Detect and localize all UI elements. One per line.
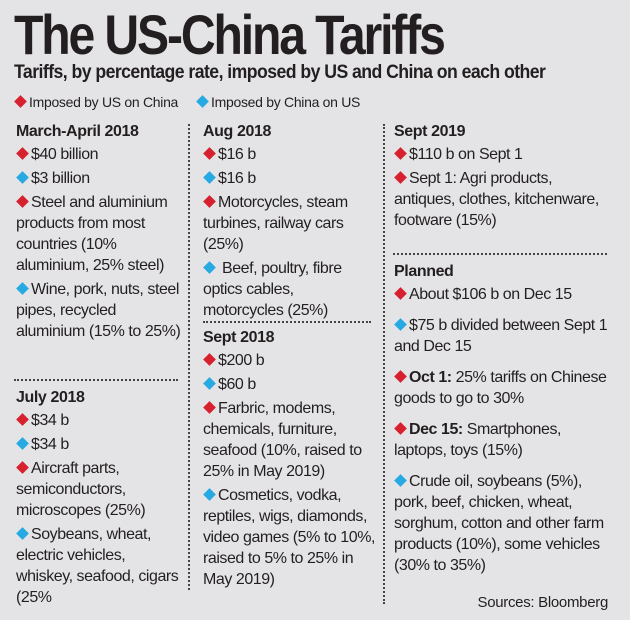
column-divider xyxy=(383,124,385,604)
red-diamond-icon xyxy=(394,147,407,160)
blue-diamond-icon xyxy=(203,488,216,501)
red-diamond-icon xyxy=(16,147,29,160)
item-text: $34 b xyxy=(31,412,69,429)
item-text: Beef, poultry, fibre optics cables, moto… xyxy=(203,260,342,319)
tariff-item-china: Beef, poultry, fibre optics cables, moto… xyxy=(203,258,375,321)
legend-item-us: Imposed by US on China xyxy=(14,94,178,110)
item-text: $200 b xyxy=(218,352,265,369)
red-diamond-icon xyxy=(394,370,407,383)
legend-item-china: Imposed by China on US xyxy=(196,94,360,110)
red-diamond-icon xyxy=(203,353,216,366)
red-diamond-icon xyxy=(14,94,27,108)
item-text: Aircraft parts, semiconductors, microsco… xyxy=(16,460,146,519)
red-diamond-icon xyxy=(394,287,407,300)
section-march-april-2018: March-April 2018 $40 billion $3 billion Ste… xyxy=(16,121,184,345)
item-text: $60 b xyxy=(218,376,256,393)
tariff-item-us: $40 billion xyxy=(16,144,184,165)
red-diamond-icon xyxy=(16,461,29,474)
item-text: Crude oil, soybeans (5%), pork, beef, ch… xyxy=(394,473,604,574)
section-sept-2019: Sept 2019 $110 b on Sept 1 Sept 1: Agri pr… xyxy=(394,121,616,234)
blue-diamond-icon xyxy=(203,377,216,390)
tariff-item-us: Motorcycles, steam turbines, railway car… xyxy=(203,192,375,255)
red-diamond-icon xyxy=(16,195,29,208)
section-heading: Sept 2018 xyxy=(203,329,275,346)
red-diamond-icon xyxy=(394,422,407,435)
red-diamond-icon xyxy=(394,171,407,184)
item-text: $3 billion xyxy=(31,170,90,187)
item-date: Dec 15: xyxy=(409,421,463,438)
section-heading: Planned xyxy=(394,263,454,280)
blue-diamond-icon xyxy=(16,282,29,295)
tariff-item-us: $16 b xyxy=(203,144,375,165)
item-text: $110 b on Sept 1 xyxy=(409,146,523,163)
tariff-item-china: Soybeans, wheat, electric vehicles, whis… xyxy=(16,524,184,608)
section-heading: Sept 2019 xyxy=(394,123,466,140)
blue-diamond-icon xyxy=(16,527,29,540)
item-text: $16 b xyxy=(218,146,256,163)
source-note: Sources: Bloomberg xyxy=(477,594,608,611)
section-planned: Planned About $106 b on Dec 15 $75 b divid… xyxy=(394,261,616,586)
red-diamond-icon xyxy=(203,147,216,160)
item-text: $75 b divided between Sept 1 and Dec 15 xyxy=(394,317,608,355)
item-text: Wine, pork, nuts, steel pipes, recycled … xyxy=(16,281,181,340)
blue-diamond-icon xyxy=(394,474,407,487)
red-diamond-icon xyxy=(203,195,216,208)
subtitle: Tariffs, by percentage rate, imposed by … xyxy=(14,62,546,83)
blue-diamond-icon xyxy=(203,261,216,274)
blue-diamond-icon xyxy=(16,437,29,450)
tariff-item-china: Cosmetics, vodka, reptiles, wigs, diamon… xyxy=(203,485,375,590)
tariff-item-china: Wine, pork, nuts, steel pipes, recycled … xyxy=(16,279,184,342)
item-text: $40 billion xyxy=(31,146,99,163)
item-text: 25% tariffs on Chinese goods to go to 30… xyxy=(394,369,607,407)
blue-diamond-icon xyxy=(16,171,29,184)
blue-diamond-icon xyxy=(203,171,216,184)
tariff-item-us: Oct 1: 25% tariffs on Chinese goods to g… xyxy=(394,367,616,409)
red-diamond-icon xyxy=(203,401,216,414)
section-sept-2018: Sept 2018 $200 b $60 b Farbric, modems, che… xyxy=(203,327,375,593)
tariff-item-china: $60 b xyxy=(203,374,375,395)
item-text: Smartphones, laptops, toys (15%) xyxy=(394,421,561,459)
legend: Imposed by US on China Imposed by China … xyxy=(14,94,360,110)
title: The US-China Tariffs xyxy=(14,3,446,66)
item-text: Motorcycles, steam turbines, railway car… xyxy=(203,194,348,253)
column-divider xyxy=(188,124,190,590)
item-text: Sept 1: Agri products, antiques, clothes… xyxy=(394,170,599,229)
tariff-item-us: $200 b xyxy=(203,350,375,371)
section-heading: Aug 2018 xyxy=(203,123,271,140)
tariff-item-us: $34 b xyxy=(16,410,184,431)
item-date: Oct 1: xyxy=(409,369,452,386)
section-divider xyxy=(14,379,178,381)
legend-label: Imposed by China on US xyxy=(211,94,361,110)
tariff-item-us: Farbric, modems, chemicals, furniture, s… xyxy=(203,398,375,482)
tariff-item-us: Dec 15: Smartphones, laptops, toys (15%) xyxy=(394,419,616,461)
blue-diamond-icon xyxy=(394,318,407,331)
tariff-item-china: Crude oil, soybeans (5%), pork, beef, ch… xyxy=(394,471,616,576)
item-text: Farbric, modems, chemicals, furniture, s… xyxy=(203,400,362,480)
tariff-item-china: $75 b divided between Sept 1 and Dec 15 xyxy=(394,315,616,357)
section-heading: March-April 2018 xyxy=(16,123,139,140)
item-text: $16 b xyxy=(218,170,256,187)
tariff-item-china: $3 billion xyxy=(16,168,184,189)
tariff-item-us: About $106 b on Dec 15 xyxy=(394,284,616,305)
item-text: About $106 b on Dec 15 xyxy=(409,286,572,303)
item-text: Steel and aluminium products from most c… xyxy=(16,194,168,274)
tariff-item-us: Sept 1: Agri products, antiques, clothes… xyxy=(394,168,616,231)
section-divider xyxy=(203,321,371,323)
section-aug-2018: Aug 2018 $16 b $16 b Motorcycles, steam tur… xyxy=(203,121,375,324)
section-july-2018: July 2018 $34 b $34 b Aircraft parts, semic… xyxy=(16,387,184,611)
tariff-item-china: $16 b xyxy=(203,168,375,189)
tariff-item-us: Steel and aluminium products from most c… xyxy=(16,192,184,276)
blue-diamond-icon xyxy=(196,94,209,108)
item-text: $34 b xyxy=(31,436,69,453)
section-heading: July 2018 xyxy=(16,389,85,406)
red-diamond-icon xyxy=(16,413,29,426)
tariff-item-us: Aircraft parts, semiconductors, microsco… xyxy=(16,458,184,521)
legend-label: Imposed by US on China xyxy=(29,94,179,110)
tariff-item-china: $34 b xyxy=(16,434,184,455)
section-divider xyxy=(393,253,607,255)
item-text: Cosmetics, vodka, reptiles, wigs, diamon… xyxy=(203,487,375,588)
tariff-item-us: $110 b on Sept 1 xyxy=(394,144,616,165)
item-text: Soybeans, wheat, electric vehicles, whis… xyxy=(16,526,179,606)
